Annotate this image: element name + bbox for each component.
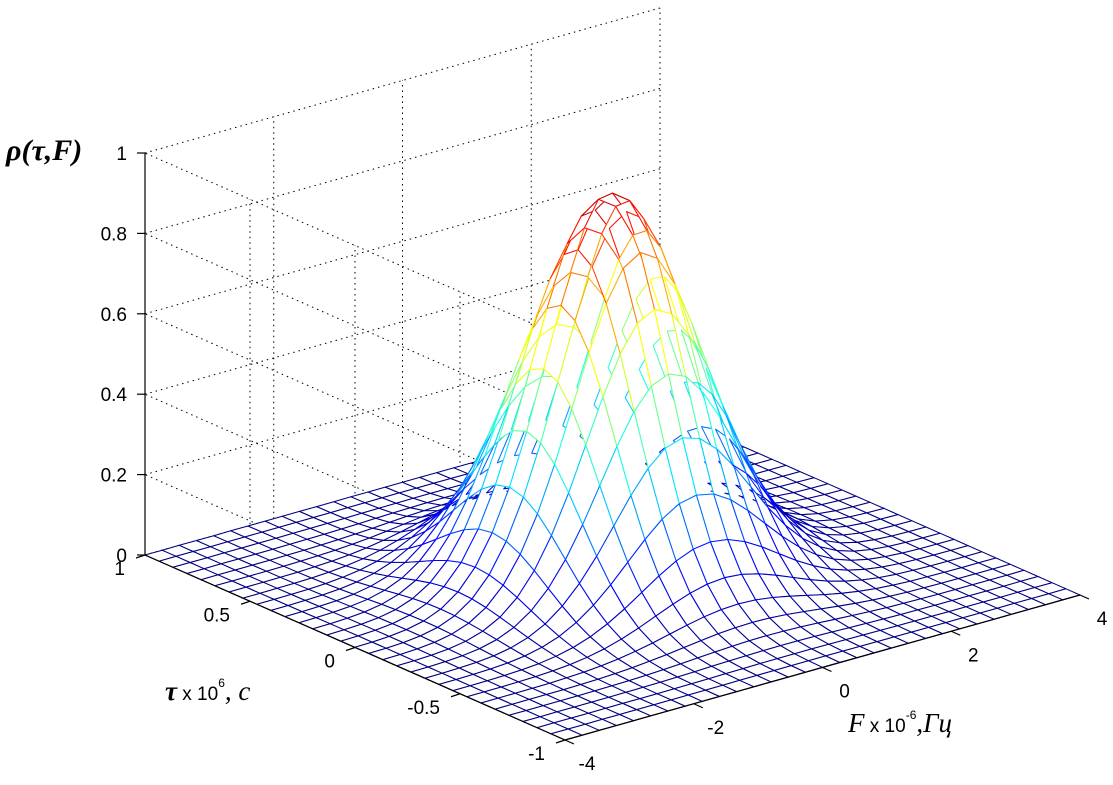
- f-tick: [951, 630, 961, 636]
- tau-axis-exponent: 6: [218, 676, 225, 690]
- z-tick-label: 0: [116, 546, 127, 567]
- grid-line-z: [144, 168, 661, 315]
- f-tick-label: -2: [707, 718, 724, 739]
- z-tick-label: 0.2: [101, 466, 127, 487]
- f-axis-symbol: F: [847, 708, 865, 738]
- tick-labels: 0 0.2 0.4 0.6 0.8 1 -1 -0.5 0 0.5 1 -4 -2 0 2 4: [101, 144, 1108, 775]
- tau-tick: [135, 554, 146, 559]
- f-tick-label: 2: [968, 645, 979, 666]
- grid-line-z: [144, 7, 661, 154]
- f-axis-exponent: -6: [906, 708, 917, 722]
- f-tick: [564, 739, 575, 745]
- tau-tick: [345, 646, 356, 652]
- tau-tick-label: 1: [114, 559, 125, 580]
- z-tick-label: 1: [116, 144, 127, 165]
- z-tick-label: 0.8: [101, 224, 127, 245]
- z-axis-title: ρ(τ,F): [5, 134, 82, 167]
- z-tick-label: 0.6: [101, 305, 127, 326]
- tau-tick: [240, 600, 251, 605]
- tau-tick-label: -1: [528, 744, 545, 765]
- z-tick-label: 0.4: [101, 385, 128, 406]
- f-axis-title: F x 10-6,Гц: [847, 708, 952, 738]
- tau-tick-label: 0: [324, 652, 335, 673]
- f-tick-label: 4: [1097, 609, 1108, 630]
- f-tick-label: -4: [579, 754, 596, 775]
- tau-axis-symbol: τ: [165, 676, 178, 706]
- f-axis-unit: ,Гц: [916, 708, 952, 738]
- f-tick-label: 0: [839, 682, 850, 703]
- f-tick: [822, 666, 832, 673]
- tau-axis-title: τ x 106, c: [165, 676, 250, 706]
- grid-line-z: [144, 87, 661, 234]
- axes: 0 0.2 0.4 0.6 0.8 1 -1 -0.5 0 0.5 1 -4 -2 0 2 4: [101, 144, 1108, 775]
- f-tick: [693, 703, 703, 709]
- tau-tick: [450, 693, 461, 698]
- f-tick: [1079, 594, 1090, 600]
- f-axis-multiplier: x 10: [865, 716, 906, 737]
- tau-tick-label: -0.5: [407, 698, 440, 719]
- surface-mesh: [144, 192, 1081, 741]
- tau-axis-unit: , c: [225, 676, 251, 706]
- tau-axis-multiplier: x 10: [177, 684, 218, 705]
- tau-tick-label: 0.5: [204, 605, 230, 626]
- tau-tick: [555, 739, 566, 744]
